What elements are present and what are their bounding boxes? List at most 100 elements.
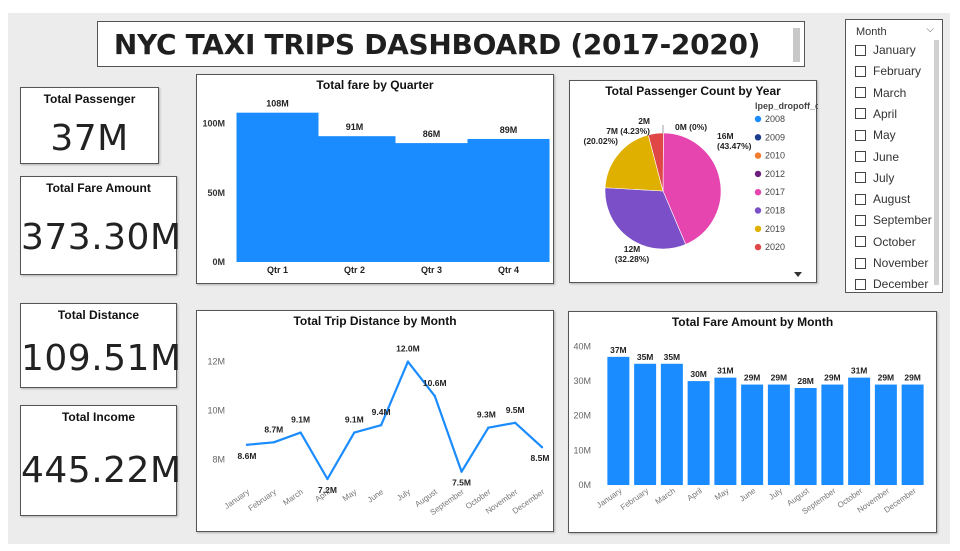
legend-entry: 2018 [765,206,785,216]
data-point [379,424,383,427]
bar [687,381,710,485]
x-tick-label: Qtr 4 [498,265,519,275]
legend-marker-2020 [754,243,762,251]
bar [607,356,630,485]
legend-marker-2018 [754,207,762,214]
checkbox-icon[interactable] [855,65,866,77]
data-label: 29M [744,373,761,383]
slicer-item-december[interactable]: December [855,276,928,292]
bar [634,363,657,485]
chart-distance-by-month[interactable]: Total Trip Distance by Month 8M 10M 12M 8.6… [196,310,554,532]
month-slicer[interactable]: Month ⌵ January February March April May June… [845,19,943,293]
legend-entry: 2012 [765,169,785,179]
data-point [406,360,410,363]
checkbox-icon[interactable] [855,87,866,99]
series-line [246,360,543,481]
slicer-item-label: October [873,234,916,249]
data-label: 10.6M [423,378,447,388]
checkbox-icon[interactable] [855,151,866,162]
data-label: 29M [824,373,841,383]
y-tick-label: 12M [207,357,225,367]
slicer-item-june[interactable]: June [855,149,899,165]
y-tick-label: 10M [207,406,225,416]
checkbox-icon[interactable] [855,214,866,226]
x-tick-label: February [619,486,650,512]
checkbox-icon[interactable] [855,44,866,56]
data-point [460,470,463,473]
y-tick-label: 10M [573,445,591,455]
chevron-down-icon[interactable]: ⌵ [926,24,934,35]
data-label: 31M [851,366,868,376]
data-label: 29M [878,373,895,383]
data-label: 9.4M [372,407,391,417]
checkbox-icon[interactable] [855,278,866,290]
pie-slice-2018 [604,187,687,250]
data-label: 37M [610,345,627,355]
slicer-item-march[interactable]: March [855,85,906,101]
bar [821,384,844,485]
slicer-item-february[interactable]: February [855,63,921,79]
x-tick-label: June [366,487,386,505]
checkbox-icon[interactable] [855,236,866,248]
legend-entry: 2017 [765,187,785,197]
chart-passenger-by-year[interactable]: Total Passenger Count by Year 16M (43.47%… [569,80,818,283]
chart-fare-by-month[interactable]: Total Fare Amount by Month 0M 10M 20M 30M 40… [568,311,937,533]
checkbox-icon[interactable] [855,108,866,120]
slicer-item-september[interactable]: September [855,212,932,228]
slicer-item-april[interactable]: April [855,106,897,122]
kpi-value: 373.30M [21,217,182,258]
kpi-total-fare: Total Fare Amount 373.30M [20,176,182,275]
bar [467,138,550,262]
chart-fare-by-quarter[interactable]: Total fare by Quarter 0M 50M 100M 108M Qtr 1… [196,74,554,284]
slicer-scrollbar[interactable] [934,40,939,285]
checkbox-icon[interactable] [855,172,866,184]
data-label: 35M [637,352,654,362]
x-tick-label: June [738,486,758,504]
dashboard-title: NYC TAXI TRIPS DASHBOARD (2017-2020) [113,27,761,61]
data-label: 108M [266,99,289,109]
y-tick-label: 20M [573,411,591,421]
data-label: 28M [797,376,814,386]
data-label: 9.3M [477,410,496,420]
legend-marker-2010 [754,152,762,159]
slicer-item-label: February [873,64,922,79]
slicer-item-january[interactable]: January [855,42,916,58]
slice-label-s2018: 12M (32.28%) [615,244,650,264]
y-tick-label: 50M [207,188,225,198]
checkbox-icon[interactable] [855,257,866,269]
slice-label-s2019: 7M (20.02%) [584,126,619,146]
data-label: 31M [717,366,734,376]
chart-title: Total fare by Quarter [316,78,434,92]
slicer-item-label: July [873,170,895,185]
slice-label-s2020: 2M (4.23%) [620,116,650,136]
slicer-item-label: March [873,85,907,100]
bar [660,363,683,485]
x-tick-label: March [654,486,677,506]
kpi-total-passenger: Total Passenger 37M [20,87,159,164]
checkbox-icon[interactable] [855,193,866,205]
slicer-item-august[interactable]: August [855,191,910,207]
data-label: 86M [423,129,441,139]
chart-title: Total Trip Distance by Month [293,314,457,328]
bar [767,384,790,485]
data-point [433,394,436,398]
slicer-item-may[interactable]: May [855,127,896,143]
slicer-item-november[interactable]: November [855,255,928,271]
data-label: 7.2M [318,485,337,495]
chart-title: Total Passenger Count by Year [605,84,781,98]
x-tick-label: Qtr 1 [267,265,288,275]
pie-slice-2020 [647,132,664,192]
title-scrollbar[interactable] [793,28,800,62]
slicer-item-july[interactable]: July [855,170,894,186]
y-tick-label: 30M [573,376,591,386]
data-point [299,431,302,434]
x-tick-label: Qtr 3 [421,265,442,275]
bar [874,384,897,485]
slicer-item-october[interactable]: October [855,234,916,250]
slicer-item-label: June [873,149,900,164]
kpi-total-income: Total Income 445.22M [20,405,181,516]
data-point [540,446,544,449]
slicer-item-label: January [873,43,916,57]
checkbox-icon[interactable] [855,129,866,141]
slicer-item-label: April [873,106,898,121]
